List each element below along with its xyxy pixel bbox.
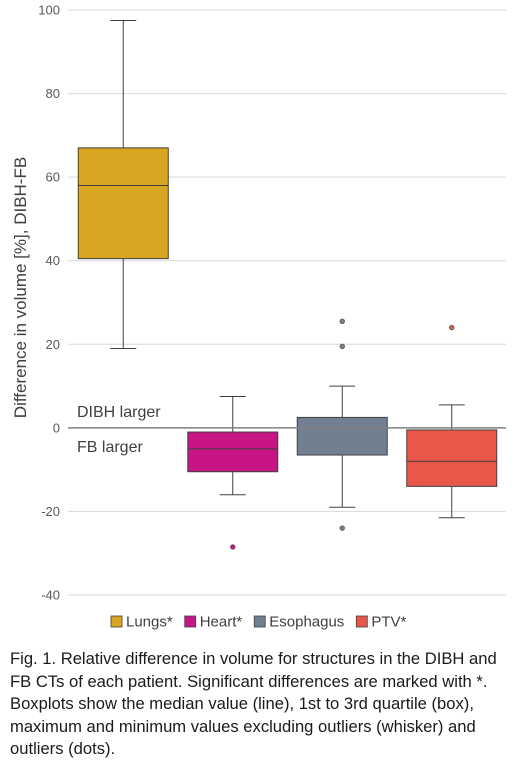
box-lungs bbox=[77, 147, 169, 260]
outlier-dot bbox=[230, 544, 236, 550]
annotation-dibh-larger: DIBH larger bbox=[77, 404, 161, 421]
outlier-dot bbox=[449, 324, 455, 331]
y-tick-label: -20 bbox=[41, 504, 60, 519]
y-tick-label: 20 bbox=[46, 337, 60, 352]
legend-label: Lungs* bbox=[126, 614, 173, 631]
box-esophagus bbox=[296, 416, 388, 456]
legend-swatch bbox=[355, 615, 368, 628]
legend-swatch bbox=[110, 615, 123, 628]
y-tick-label: 40 bbox=[46, 253, 60, 268]
boxplot-chart: 100 80 60 40 20 0 -20 -40 Difference in volume [… bbox=[11, 3, 506, 631]
legend-label: PTV* bbox=[371, 614, 406, 631]
outlier-dot bbox=[339, 318, 345, 325]
y-tick-label: 60 bbox=[46, 170, 60, 185]
y-tick-label: -40 bbox=[41, 588, 60, 603]
legend-label: Heart* bbox=[200, 614, 243, 631]
figure-caption: Fig. 1. Relative difference in volume fo… bbox=[10, 649, 497, 758]
y-tick-label: 100 bbox=[38, 3, 60, 18]
box-heart bbox=[187, 431, 279, 473]
box-ptv bbox=[406, 429, 498, 487]
legend-swatch bbox=[253, 615, 266, 628]
legend-swatch bbox=[184, 615, 197, 628]
outlier-dot bbox=[339, 343, 345, 350]
y-tick-label: 0 bbox=[53, 420, 60, 435]
y-axis-title: Difference in volume [%], DIBH-FB bbox=[11, 157, 30, 418]
y-tick-label: 80 bbox=[46, 86, 60, 101]
outlier-dot bbox=[339, 525, 345, 531]
legend-label: Esophagus bbox=[269, 614, 344, 631]
annotation-fb-larger: FB larger bbox=[77, 439, 143, 456]
chart-area: 100 80 60 40 20 0 -20 -40 Difference in volume [… bbox=[11, 3, 506, 631]
